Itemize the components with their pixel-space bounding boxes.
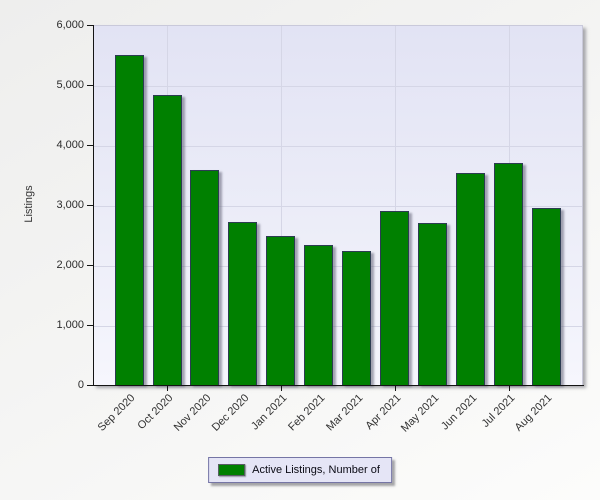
h-gridline [93, 266, 582, 267]
bar [190, 170, 220, 385]
bar [342, 251, 372, 385]
legend-swatch-icon [218, 464, 246, 476]
y-tick-mark [87, 265, 93, 266]
x-tick-mark [167, 386, 168, 391]
v-gridline [395, 26, 396, 385]
bar [228, 222, 258, 385]
y-tick-label: 6,000 [56, 19, 84, 31]
y-tick-mark [87, 325, 93, 326]
bar [494, 163, 523, 385]
y-tick-mark [87, 25, 93, 26]
bar [304, 245, 334, 385]
bar [532, 208, 561, 385]
v-gridline [281, 26, 282, 385]
y-tick-mark [87, 205, 93, 206]
y-tick-label: 4,000 [56, 139, 84, 151]
y-tick-mark [87, 85, 93, 86]
x-tick-mark [281, 386, 282, 391]
bar [152, 95, 182, 385]
y-axis-line [93, 25, 94, 386]
y-tick-label: 3,000 [56, 199, 84, 211]
legend-label: Active Listings, Number of [252, 463, 380, 476]
x-axis-line [93, 385, 584, 386]
x-tick-mark [509, 386, 510, 391]
y-tick-label: 5,000 [56, 79, 84, 91]
plot-area [93, 25, 583, 385]
y-tick-mark [87, 145, 93, 146]
legend: Active Listings, Number of [208, 457, 392, 483]
h-gridline [93, 146, 582, 147]
bar [456, 173, 486, 385]
y-tick-label: 2,000 [56, 259, 84, 271]
bar [418, 223, 448, 385]
bar [266, 236, 296, 385]
bar [114, 55, 144, 385]
y-tick-mark [87, 385, 93, 386]
x-tick-mark [395, 386, 396, 391]
h-gridline [93, 86, 582, 87]
y-tick-label: 0 [77, 379, 84, 391]
h-gridline [93, 326, 582, 327]
h-gridline [93, 206, 582, 207]
y-tick-label: 1,000 [56, 319, 84, 331]
bar [380, 211, 410, 385]
